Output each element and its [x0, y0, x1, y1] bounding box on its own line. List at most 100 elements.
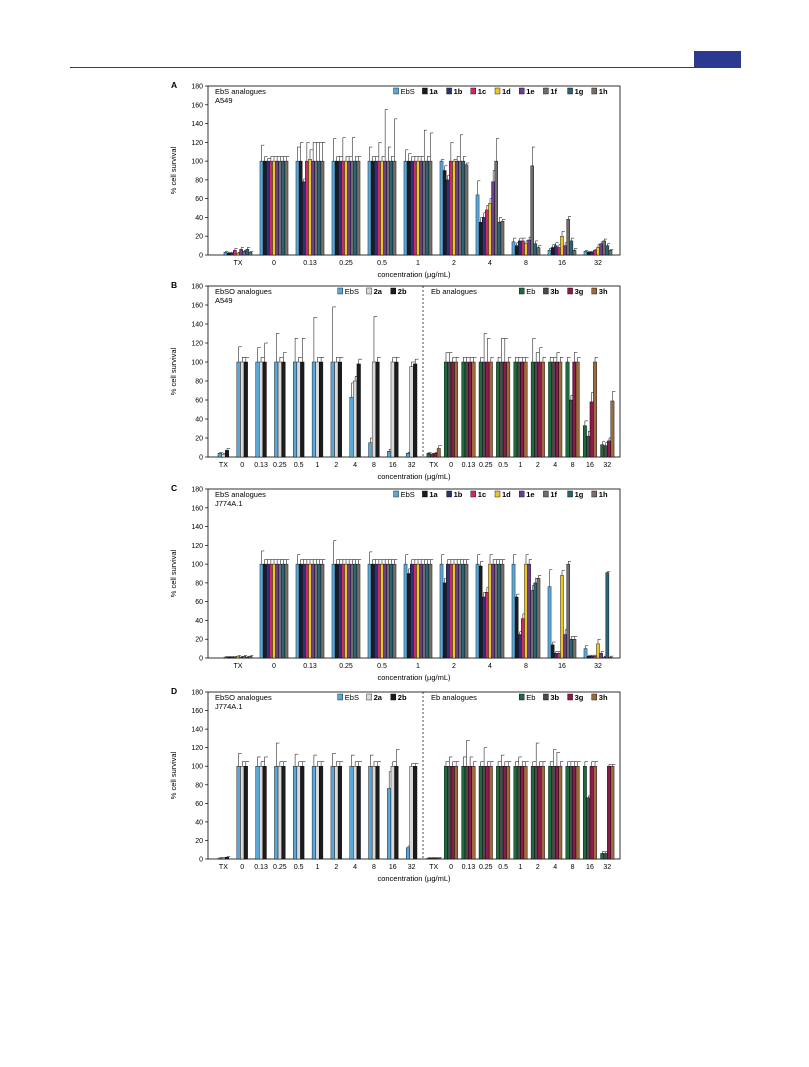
bar-1c-TX	[233, 250, 237, 256]
legend-swatch-1g	[567, 87, 573, 95]
bar-1b-1	[410, 160, 414, 256]
chart-title: EbS analogues	[215, 490, 266, 499]
bar-ebs-TX	[217, 857, 222, 860]
bar-3h-0.5	[506, 361, 511, 458]
bar-1g-8	[533, 582, 538, 659]
bar-ebs-8	[511, 563, 516, 659]
bar-3g-16	[589, 401, 594, 458]
x-tick-label: 4	[353, 462, 357, 469]
bar-1a-0.5	[370, 160, 375, 256]
bar-3b-1	[516, 361, 521, 458]
bar-2b-16	[394, 766, 399, 860]
bar-ebs-TX	[217, 453, 222, 458]
bar-1e-0.13	[311, 563, 315, 659]
legend-label-3g: 3g	[575, 287, 584, 296]
bar-1c-0.5	[377, 160, 381, 256]
legend-label-3b: 3b	[550, 287, 559, 296]
bar-eb-8	[565, 766, 570, 860]
bar-1b-0.5	[374, 563, 378, 659]
legend-swatch-1e	[519, 87, 525, 95]
bar-eb-2	[530, 766, 535, 860]
bar-1b-1	[410, 563, 414, 659]
y-tick-label: 140	[191, 322, 203, 329]
bar-1f-16	[566, 563, 570, 659]
bar-2a-32	[409, 366, 414, 458]
legend-label-1d: 1d	[502, 87, 511, 96]
bar-3g-0.25	[485, 361, 490, 458]
y-tick-label: 60	[195, 196, 203, 203]
bar-1a-8	[514, 596, 519, 659]
x-tick-label: 0.5	[294, 462, 304, 469]
bar-2b-0	[243, 361, 248, 458]
bar-1b-0	[266, 160, 270, 256]
bar-2a-0.13	[259, 361, 264, 458]
y-tick-label: 100	[191, 764, 203, 771]
bar-3b-0.5	[499, 766, 504, 860]
x-tick-label: 0	[449, 462, 453, 469]
bar-3g-0.5	[502, 766, 507, 860]
bar-1b-8	[518, 240, 522, 256]
bar-eb-0.13	[461, 361, 466, 458]
bar-3h-TX	[436, 448, 441, 458]
legend-swatch-ebs	[337, 287, 343, 295]
x-tick-label: 0.5	[498, 864, 508, 871]
x-tick-label: 1	[316, 462, 320, 469]
x-tick-label: TX	[219, 462, 228, 469]
bar-1c-0.5	[377, 563, 381, 659]
bar-3g-TX	[433, 453, 438, 458]
bar-ebs-32	[405, 453, 410, 458]
bar-1e-0.5	[383, 563, 387, 659]
x-tick-label: 8	[571, 864, 575, 871]
bar-1f-0	[278, 160, 282, 256]
legend-swatch-eb	[519, 693, 525, 701]
bar-3h-0.13	[471, 766, 476, 860]
bar-3g-32	[607, 440, 611, 458]
bar-1b-0.13	[302, 563, 306, 659]
bar-eb-2	[530, 361, 535, 458]
panel-label: B	[171, 280, 177, 290]
x-tick-label: 0.13	[254, 864, 268, 871]
bar-ebs-16	[387, 451, 392, 458]
bar-ebs-2	[439, 160, 444, 256]
bar-ebs-16	[547, 250, 552, 256]
bar-1c-8	[521, 618, 525, 659]
legend-label-1f: 1f	[550, 87, 557, 96]
bar-2b-0.5	[300, 361, 305, 458]
y-tick-label: 40	[195, 819, 203, 826]
bar-1e-0	[275, 563, 279, 659]
legend-label-1f: 1f	[550, 490, 557, 499]
legend-swatch-1a	[422, 490, 428, 498]
legend-swatch-1b	[446, 87, 452, 95]
bar-3g-16	[589, 766, 594, 860]
bar-2a-TX	[221, 453, 226, 458]
x-tick-label: 2	[536, 462, 540, 469]
bar-ebs-0.25	[331, 160, 336, 256]
legend-label-1c: 1c	[478, 490, 486, 499]
bar-1g-0.5	[389, 160, 394, 256]
bar-2b-0.5	[300, 766, 305, 860]
bar-eb-0	[444, 766, 448, 860]
bar-1g-0.5	[389, 563, 394, 659]
bar-1c-0.13	[305, 160, 309, 256]
bar-3b-1	[516, 766, 521, 860]
bar-2a-0.25	[277, 361, 282, 458]
bar-1h-TX	[248, 251, 253, 256]
legend-label-1g: 1g	[575, 87, 584, 96]
bar-1b-0.25	[338, 563, 342, 659]
bar-ebs-32	[405, 847, 410, 860]
bar-ebs-0	[259, 563, 264, 659]
x-tick-label: 8	[372, 864, 376, 871]
bar-1e-TX	[239, 249, 243, 256]
bar-2b-TX	[225, 450, 230, 458]
x-tick-label: 2	[452, 260, 456, 267]
chart-subtitle: J774A.1	[215, 499, 243, 508]
y-tick-label: 180	[191, 487, 203, 494]
chart-title: EbS analogues	[215, 87, 266, 96]
bar-1c-TX	[233, 656, 237, 659]
legend-swatch-1a	[422, 87, 428, 95]
bar-3h-4	[558, 766, 563, 860]
bar-1h-0.25	[356, 160, 361, 256]
bar-3g-2	[537, 361, 542, 458]
bar-1c-16	[557, 247, 561, 256]
y-tick-label: 20	[195, 637, 203, 644]
